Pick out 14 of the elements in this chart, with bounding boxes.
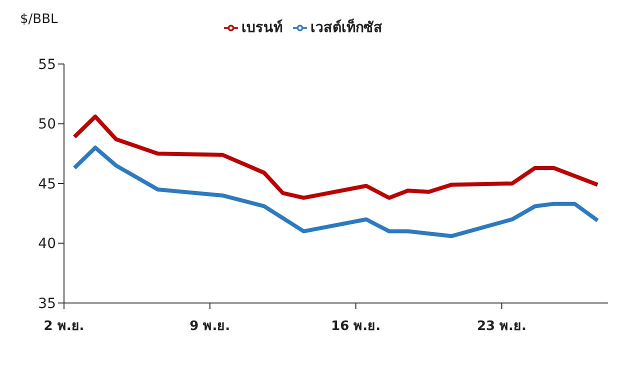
y-tick-label: 45: [38, 176, 56, 192]
line-series: [72, 146, 600, 238]
legend-label: เบรนท์: [242, 20, 282, 36]
y-axis-title: $/BBL: [20, 12, 58, 27]
legend-label: เวสต์เท็กซัส: [310, 20, 382, 36]
x-tick-label: 16 พ.ย.: [331, 319, 381, 334]
x-tick-label: 9 พ.ย.: [190, 319, 230, 334]
y-tick-label: 55: [38, 56, 56, 73]
x-tick-label: 2 พ.ย.: [44, 319, 84, 334]
y-tick-label: 35: [38, 296, 56, 312]
line-series: [72, 114, 600, 200]
x-tick-label: 23 พ.ย.: [476, 319, 526, 334]
y-tick-label: 40: [38, 236, 56, 252]
y-tick-label: 50: [38, 116, 56, 133]
